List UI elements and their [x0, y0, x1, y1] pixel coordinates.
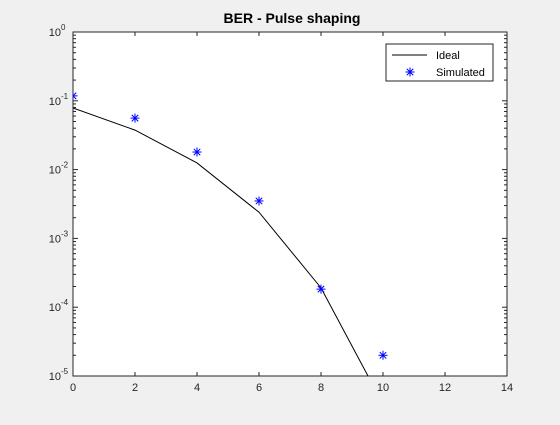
y-tick-label: 10 [49, 302, 61, 314]
legend-box [385, 43, 494, 82]
simulated-point [254, 196, 264, 206]
simulated-point [192, 147, 202, 157]
x-tick-label: 2 [132, 382, 138, 394]
legend-ideal-label: Ideal [436, 50, 460, 62]
simulated-point [316, 284, 326, 294]
series-layer [73, 91, 388, 376]
legend-asterisk-icon [405, 67, 415, 77]
legend: Ideal Simulated [385, 43, 494, 82]
y-tick-exponent: -4 [61, 298, 69, 307]
y-tick-exponent: -1 [61, 92, 69, 101]
legend-simulated-marker-icon [405, 67, 415, 77]
x-tick-label: 0 [70, 382, 76, 394]
y-tick-exponent: -2 [61, 161, 69, 170]
y-tick-label: 10 [49, 27, 61, 39]
simulated-point [378, 350, 388, 360]
plot-area [72, 31, 508, 377]
y-tick-exponent: -3 [61, 229, 69, 238]
y-tick-label: 10 [49, 96, 61, 108]
x-tick-label: 4 [194, 382, 200, 394]
simulated-point [130, 113, 140, 123]
y-tick-label: 10 [49, 371, 61, 383]
simulated-point [73, 91, 78, 101]
x-tick-label: 12 [439, 382, 451, 394]
chart-title: BER - Pulse shaping [224, 10, 361, 26]
ideal-series-line [73, 107, 369, 376]
x-tick-label: 14 [501, 382, 513, 394]
x-tick-label: 8 [318, 382, 324, 394]
y-tick-label: 10 [49, 233, 61, 245]
y-tick-exponent: 0 [61, 23, 66, 32]
y-tick-exponent: -5 [61, 367, 69, 376]
x-tick-label: 6 [256, 382, 262, 394]
legend-simulated-label: Simulated [436, 67, 485, 79]
x-tick-label: 10 [377, 382, 389, 394]
y-tick-label: 10 [49, 165, 61, 177]
